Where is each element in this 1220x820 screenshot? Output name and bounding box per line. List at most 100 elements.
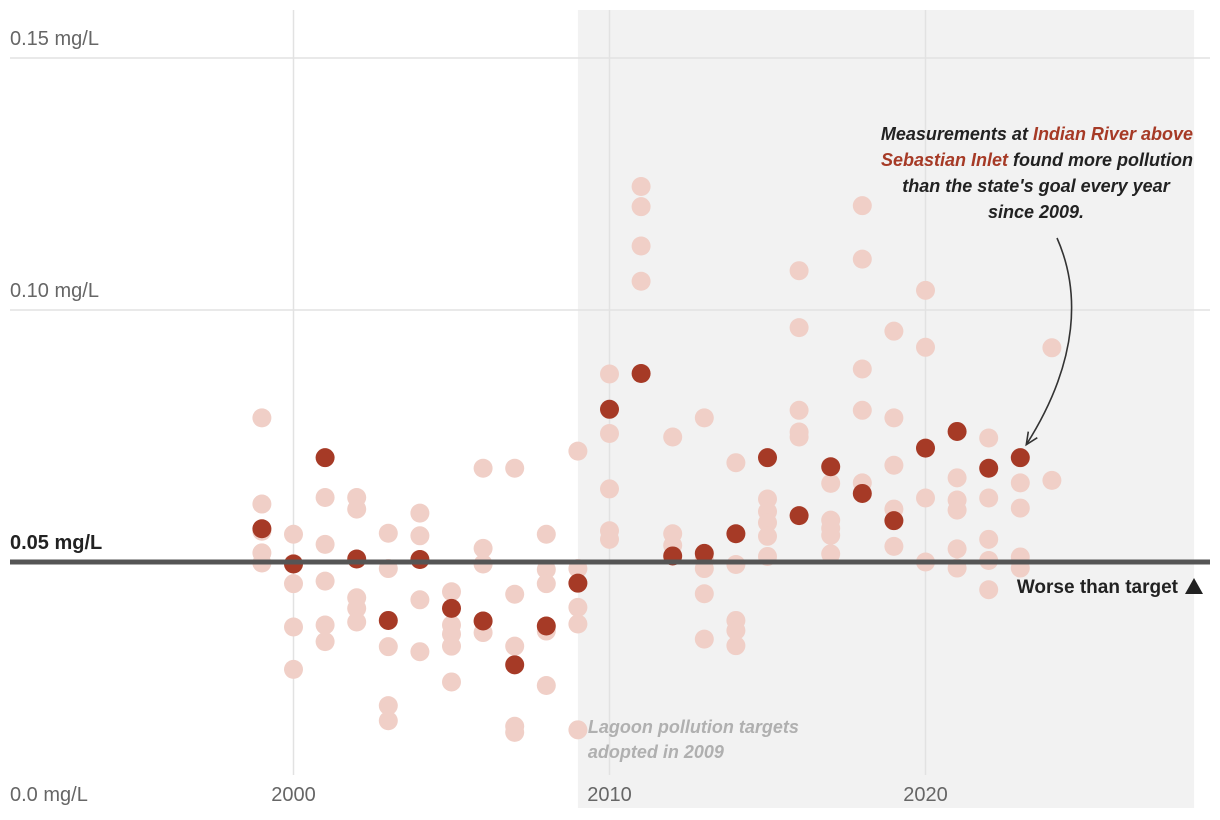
other-station-point [347,612,367,632]
other-station-point [473,538,493,558]
other-station-point [347,499,367,519]
y-tick-label: 0.0 mg/L [10,784,88,806]
other-station-point [1042,470,1062,490]
other-station-point [600,479,619,499]
other-station-point [726,636,746,656]
other-station-point [631,197,651,217]
indian-river-point [694,543,714,563]
other-station-point [536,560,556,580]
other-station-point [536,675,556,695]
annotation-line3: than the state's goal every year [902,176,1170,196]
indian-river-point [315,448,335,468]
other-station-point [979,428,999,448]
series-other-stations [252,177,1062,742]
x-tick-label: 2010 [587,784,632,806]
other-station-point [252,494,272,514]
indian-river-point [631,364,651,384]
other-station-point [916,337,935,357]
annotation-arrow [1025,237,1073,446]
other-station-point [694,408,714,428]
x-tick-label: 2020 [903,784,948,806]
other-station-point [600,423,619,443]
other-station-point [726,555,746,575]
other-station-point [789,318,809,338]
indian-river-point [378,610,398,630]
other-station-point [505,636,525,656]
other-station-point [442,582,461,602]
shaded-region-note-line1: Lagoon pollution targets [588,717,799,737]
other-station-point [1010,498,1030,518]
other-station-point [1042,338,1062,358]
other-station-point [726,453,746,473]
other-station-point [694,584,714,604]
y-axis-ticks: 0.0 mg/L 0.05 mg/L 0.10 mg/L 0.15 mg/L [10,28,102,806]
indian-river-point [852,483,872,503]
other-station-point [568,720,588,740]
y-tick-label: 0.05 mg/L [10,532,102,554]
other-station-point [505,722,525,742]
other-station-point [947,500,967,520]
indian-river-point [252,519,272,539]
other-station-point [979,529,999,549]
indian-river-point [789,506,809,526]
other-station-point [631,271,651,291]
indian-river-point [979,458,999,478]
other-station-point [442,672,461,692]
other-station-point [979,580,999,600]
indian-river-point [916,438,935,458]
other-station-point [821,544,841,564]
other-station-point [568,614,588,634]
indian-river-point [600,399,619,419]
other-station-point [631,236,651,256]
other-station-point [789,427,809,447]
indian-river-point [821,457,841,477]
other-station-point [600,529,619,549]
annotation-arrowhead [1025,431,1038,447]
indian-river-point [410,549,430,569]
other-station-point [284,659,303,679]
other-station-point [410,503,430,523]
other-station-point [315,615,335,635]
triangle-up-icon [1185,578,1203,594]
x-tick-label: 2000 [271,784,316,806]
other-station-point [852,359,872,379]
other-station-point [315,487,335,507]
other-station-point [284,617,303,637]
indian-river-point [347,549,367,569]
indian-river-point [568,573,588,593]
indian-river-point [442,598,461,618]
annotation-line1: Measurements at Indian River above [881,124,1193,144]
other-station-point [600,364,619,384]
other-station-point [536,574,556,594]
annotation-line4: since 2009. [988,202,1084,222]
other-station-point [884,536,904,556]
target-label: Worse than target [1017,577,1179,598]
other-station-point [410,590,430,610]
other-station-point [916,488,935,508]
other-station-point [694,629,714,649]
other-station-point [852,400,872,420]
other-station-point [378,637,398,657]
other-station-point [568,441,588,461]
y-tick-label: 0.15 mg/L [10,28,99,50]
other-station-point [536,524,556,544]
other-station-point [631,177,651,197]
other-station-point [410,642,430,662]
shaded-region [577,10,1195,808]
other-station-point [884,408,904,428]
indian-river-point [505,655,525,675]
shaded-region-note-line2: adopted in 2009 [588,742,724,762]
indian-river-point [726,524,746,544]
other-station-point [947,468,967,488]
other-station-point [568,597,588,617]
other-station-point [979,488,999,508]
indian-river-point [536,616,556,636]
indian-river-point [1010,448,1030,468]
indian-river-point [758,448,777,468]
other-station-point [726,621,746,641]
other-station-point [758,526,777,546]
other-station-point [315,632,335,652]
other-station-point [378,696,398,716]
other-station-point [789,400,809,420]
